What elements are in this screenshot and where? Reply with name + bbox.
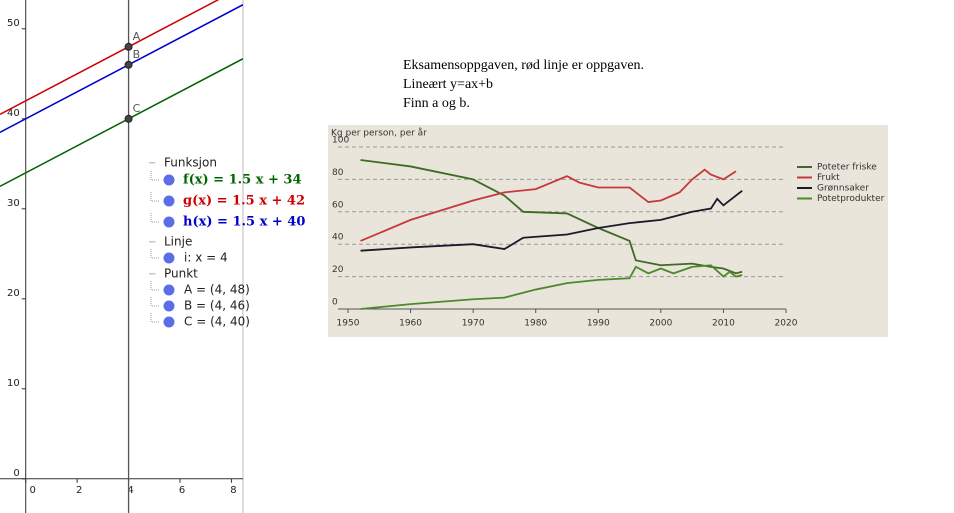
y-tick-label: 0 bbox=[332, 298, 338, 308]
function-line[interactable] bbox=[0, 4, 243, 133]
y-tick-label: 10 bbox=[7, 378, 20, 389]
visibility-toggle[interactable] bbox=[163, 216, 175, 228]
collapse-toggle: − bbox=[148, 158, 156, 169]
function-entry[interactable]: g(x) = 1.5 x + 42 bbox=[183, 194, 305, 209]
point-entry[interactable]: B = (4, 46) bbox=[184, 299, 250, 313]
function-line[interactable] bbox=[0, 58, 243, 187]
function-entry[interactable]: h(x) = 1.5 x + 40 bbox=[183, 215, 305, 230]
y-tick-label: 40 bbox=[7, 108, 20, 119]
tree-connector bbox=[150, 313, 160, 323]
visibility-toggle[interactable] bbox=[163, 174, 175, 186]
x-tick-label: 2 bbox=[76, 485, 82, 496]
tree-connector bbox=[150, 192, 160, 202]
photo-chart: Kg per person, per år 0 20 40 60 80 100 1950 196… bbox=[331, 128, 885, 329]
tree-connector bbox=[150, 297, 160, 307]
tree-connector bbox=[150, 249, 160, 259]
visibility-toggle[interactable] bbox=[163, 252, 175, 264]
x-tick-label: 2010 bbox=[712, 319, 735, 329]
tree-connector bbox=[150, 213, 160, 223]
point[interactable] bbox=[124, 42, 133, 51]
x-tick-label: 8 bbox=[230, 485, 236, 496]
series-line bbox=[360, 168, 737, 242]
y-tick-label: 60 bbox=[332, 200, 344, 210]
text-line: Finn a og b. bbox=[403, 96, 470, 111]
visibility-toggle[interactable] bbox=[163, 316, 175, 328]
y-tick-label: 50 bbox=[7, 18, 20, 29]
series-line bbox=[360, 264, 743, 310]
point-name: C bbox=[133, 102, 141, 115]
y-tick-label: 0 bbox=[13, 468, 19, 479]
photo-background bbox=[328, 125, 888, 337]
x-tick-label: 1970 bbox=[462, 319, 485, 329]
x-tick-label: 4 bbox=[127, 485, 133, 496]
y-tick-label: 40 bbox=[332, 233, 344, 243]
series-line bbox=[360, 159, 743, 275]
x-tick-label: 1950 bbox=[337, 319, 360, 329]
collapse-toggle: − bbox=[148, 237, 156, 248]
group-heading: Punkt bbox=[164, 267, 198, 281]
chart-title: Kg per person, per år bbox=[331, 128, 427, 139]
text-line: Lineært y=ax+b bbox=[403, 77, 493, 92]
legend-label: Poteter friske bbox=[817, 163, 877, 173]
point[interactable] bbox=[124, 60, 133, 69]
text-line: Eksamensoppgaven, rød linje er oppgaven. bbox=[403, 58, 644, 73]
legend-label: Potetprodukter bbox=[817, 194, 885, 204]
tree-connector bbox=[150, 171, 160, 181]
x-tick-label: 1990 bbox=[587, 319, 610, 329]
visibility-toggle[interactable] bbox=[163, 284, 175, 296]
x-tick-label: 1960 bbox=[399, 319, 422, 329]
collapse-toggle: − bbox=[148, 269, 156, 280]
point-entry[interactable]: A = (4, 48) bbox=[184, 283, 250, 297]
y-tick-label: 20 bbox=[7, 288, 20, 299]
group-heading: Funksjon bbox=[164, 156, 217, 170]
point-name: A bbox=[133, 30, 141, 43]
legend-label: Frukt bbox=[817, 173, 840, 183]
visibility-toggle[interactable] bbox=[163, 195, 175, 207]
graphics-view[interactable]: 0 2 4 6 8 0 10 20 30 40 50 AB C bbox=[0, 0, 243, 513]
x-tick-label: 6 bbox=[179, 485, 185, 496]
y-tick-label: 30 bbox=[7, 198, 20, 209]
function-entry[interactable]: f(x) = 1.5 x + 34 bbox=[183, 173, 302, 188]
y-tick-label: 20 bbox=[332, 265, 344, 275]
point-entry[interactable]: C = (4, 40) bbox=[184, 315, 250, 329]
x-tick-label: 2020 bbox=[775, 319, 798, 329]
y-tick-label: 80 bbox=[332, 168, 344, 178]
x-tick-label: 0 bbox=[30, 485, 36, 496]
x-tick-label: 1980 bbox=[524, 319, 547, 329]
function-line[interactable] bbox=[0, 0, 243, 115]
legend-label: Grønnsaker bbox=[817, 184, 869, 194]
x-tick-label: 2000 bbox=[649, 319, 672, 329]
tree-connector bbox=[150, 281, 160, 291]
visibility-toggle[interactable] bbox=[163, 300, 175, 312]
point[interactable] bbox=[124, 114, 133, 123]
line-entry[interactable]: i: x = 4 bbox=[184, 251, 228, 265]
series-line bbox=[360, 190, 743, 252]
point-name: B bbox=[133, 48, 141, 61]
y-tick-label: 100 bbox=[332, 136, 349, 146]
group-heading: Linje bbox=[164, 235, 192, 249]
